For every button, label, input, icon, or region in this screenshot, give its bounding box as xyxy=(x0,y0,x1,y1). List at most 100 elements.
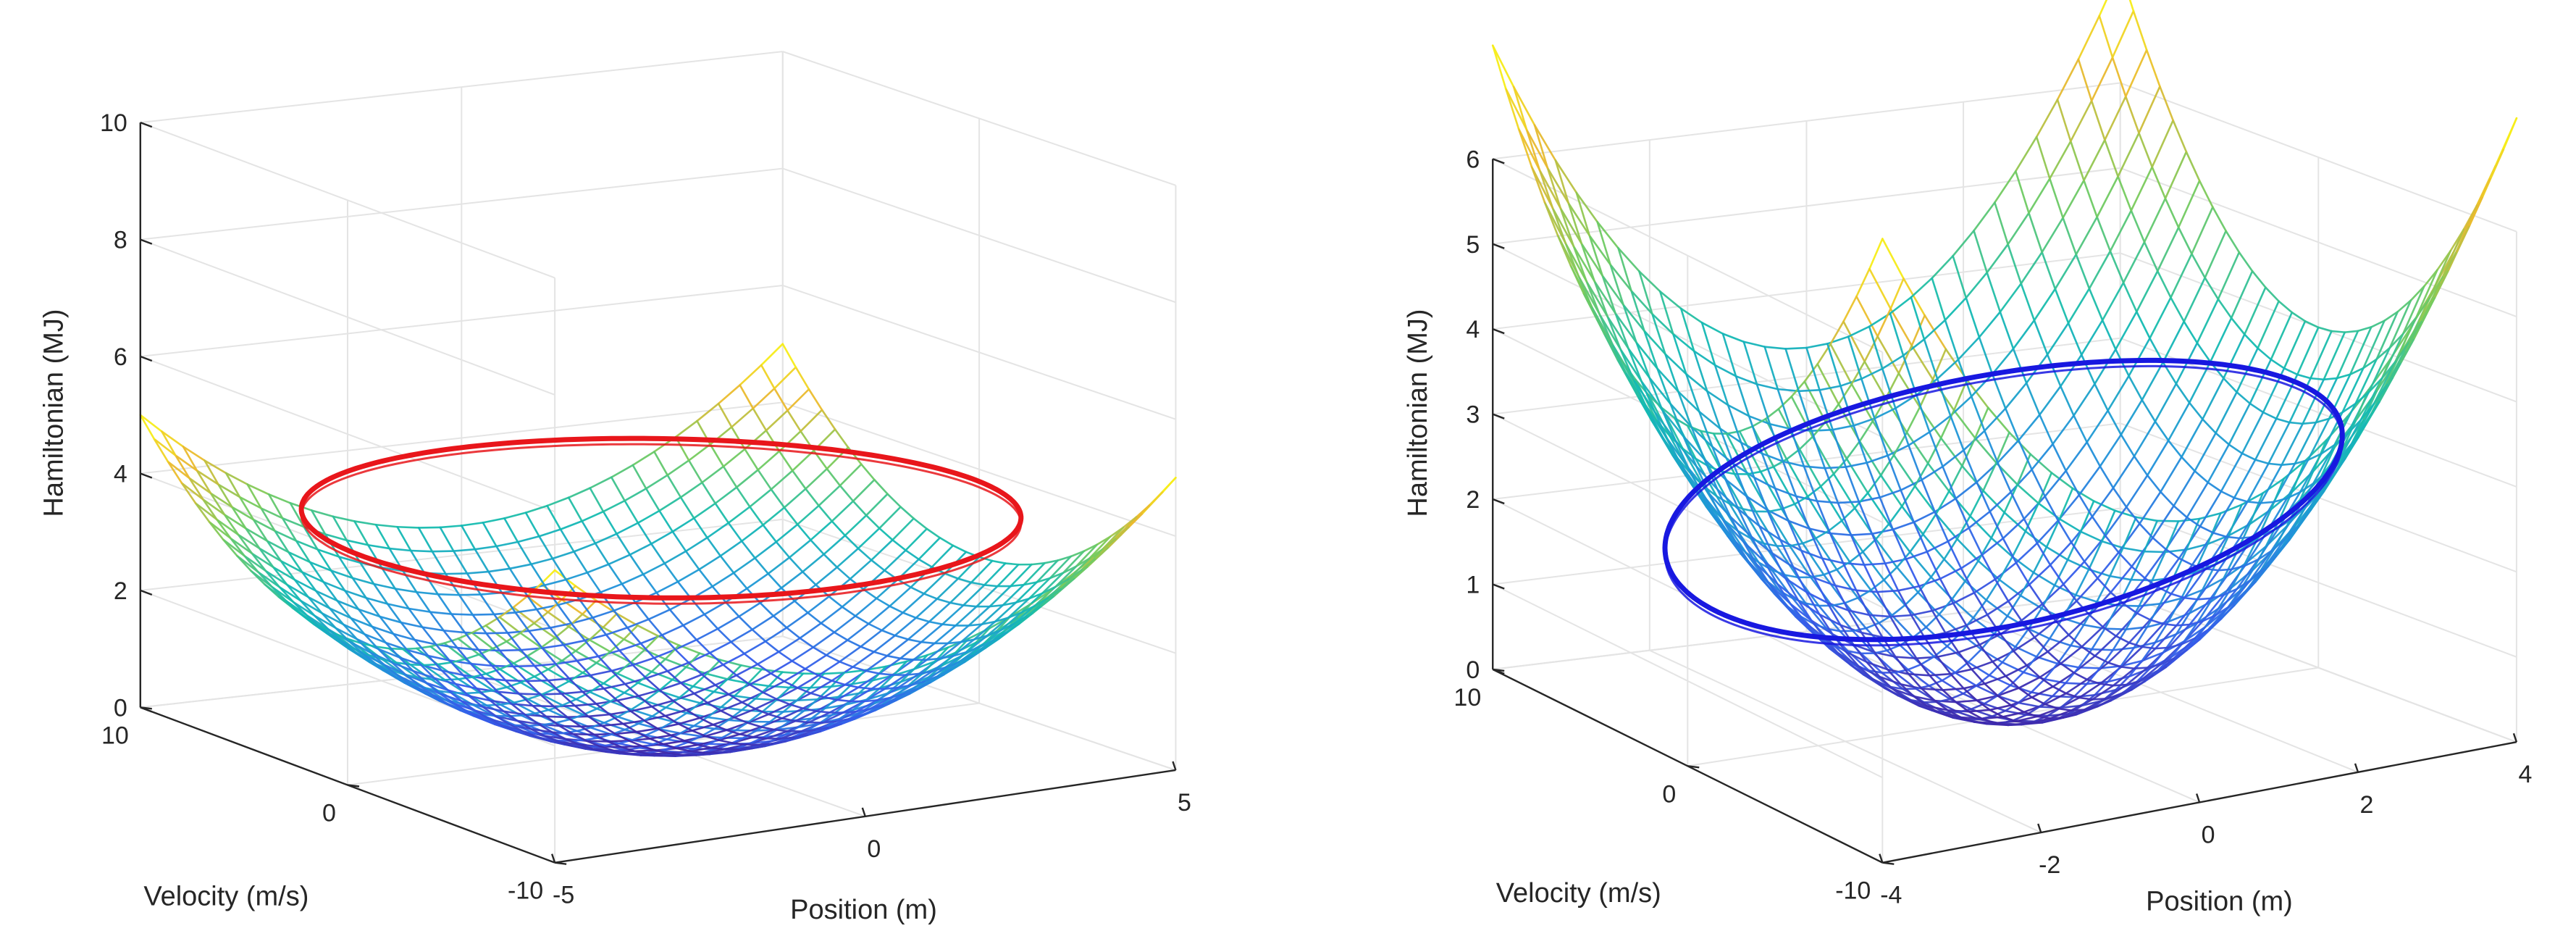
mesh-line-velocity xyxy=(1656,367,1671,405)
mesh-line-velocity xyxy=(505,681,522,688)
mesh-line-position xyxy=(1948,490,1971,517)
mesh-line-position xyxy=(1798,448,1822,488)
mesh-line-velocity xyxy=(2031,468,2047,498)
wall-gridline xyxy=(782,401,1176,538)
mesh-line-velocity xyxy=(578,743,594,750)
mesh-line-velocity xyxy=(550,740,566,746)
mesh-line-velocity xyxy=(368,661,385,672)
y-tick-mark xyxy=(347,784,360,788)
mesh-line-velocity xyxy=(2172,119,2188,153)
mesh-line-velocity xyxy=(2152,536,2168,551)
mesh-line-position xyxy=(804,654,828,670)
mesh-line-velocity xyxy=(1551,206,1567,245)
mesh-line-position xyxy=(251,552,274,569)
wall-gridline xyxy=(2120,507,2517,658)
mesh-line-velocity xyxy=(1923,636,1939,658)
mesh-line-velocity xyxy=(462,674,478,690)
y-tick-label: 0 xyxy=(322,800,336,827)
mesh-line-position xyxy=(1614,312,1637,344)
mesh-line-velocity xyxy=(2251,270,2267,289)
mesh-line-velocity xyxy=(831,680,847,686)
mesh-line-position xyxy=(2054,253,2078,291)
mesh-line-velocity xyxy=(691,730,707,738)
mesh-line-velocity xyxy=(2078,493,2094,518)
mesh-line-velocity xyxy=(1122,516,1138,529)
mesh-line-position xyxy=(503,710,526,716)
z-tick-label: 0 xyxy=(114,694,127,722)
mesh-line-velocity xyxy=(1713,514,1729,537)
mesh-line-position xyxy=(260,507,284,519)
mesh-line-velocity xyxy=(1947,540,1963,569)
mesh-line-position xyxy=(831,500,855,522)
mesh-line-position xyxy=(516,719,540,725)
mesh-line-velocity xyxy=(865,514,881,530)
mesh-line-position xyxy=(442,629,466,634)
mesh-line-velocity xyxy=(2275,538,2291,557)
mesh-line-velocity xyxy=(2173,504,2189,519)
mesh-line-velocity xyxy=(489,699,505,713)
mesh-line-velocity xyxy=(2165,655,2181,669)
mesh-line-velocity xyxy=(365,596,381,618)
mesh-line-position xyxy=(658,496,682,512)
mesh-line-velocity xyxy=(653,656,668,672)
mesh-line-velocity xyxy=(800,729,815,732)
mesh-line-velocity xyxy=(599,745,615,752)
mesh-line-position xyxy=(2388,299,2412,349)
mesh-line-velocity xyxy=(431,550,447,575)
mesh-line-velocity xyxy=(1721,518,1737,543)
mesh-line-velocity xyxy=(1879,454,1895,477)
mesh-line-velocity xyxy=(647,753,663,757)
mesh-line-velocity xyxy=(1900,683,1915,698)
mesh-line-velocity xyxy=(2198,180,2214,209)
mesh-line-velocity xyxy=(447,689,463,702)
mesh-line-velocity xyxy=(789,703,805,710)
mesh-line-position xyxy=(1896,566,1919,593)
mesh-line-velocity xyxy=(1964,559,1979,583)
mesh-line-velocity xyxy=(482,522,498,548)
mesh-line-velocity xyxy=(714,502,730,525)
mesh-line-velocity xyxy=(2015,720,2031,725)
mesh-line-velocity xyxy=(2315,417,2330,424)
mesh-line-velocity xyxy=(783,680,799,689)
mesh-line-velocity xyxy=(666,669,682,684)
mesh-line-velocity xyxy=(2018,687,2034,698)
mesh-line-position xyxy=(1876,335,1900,375)
mesh-line-velocity xyxy=(1930,558,1945,578)
mesh-line-velocity xyxy=(722,465,738,488)
mesh-line-position xyxy=(1504,87,1528,131)
mesh-line-position xyxy=(744,429,768,451)
mesh-line-velocity xyxy=(1968,710,1984,720)
mesh-line-position xyxy=(2003,512,2027,533)
mesh-line-velocity xyxy=(306,614,322,629)
mesh-line-velocity xyxy=(762,691,778,701)
z-tick-label: 4 xyxy=(114,460,127,488)
mesh-line-position xyxy=(805,467,828,490)
mesh-line-velocity xyxy=(504,679,521,695)
mesh-line-velocity xyxy=(2341,419,2357,451)
mesh-line-position xyxy=(997,563,1020,588)
mesh-line-velocity xyxy=(572,732,588,742)
mesh-line-position xyxy=(264,569,288,586)
mesh-line-position xyxy=(541,724,565,735)
mesh-line-velocity xyxy=(2146,603,2162,628)
mesh-line-velocity xyxy=(433,677,449,691)
mesh-line-position xyxy=(1949,395,1973,417)
mesh-line-velocity xyxy=(424,693,440,702)
mesh-line-velocity xyxy=(561,650,577,662)
mesh-line-position xyxy=(1788,545,1812,579)
mesh-line-position xyxy=(762,506,786,526)
mesh-line-velocity xyxy=(920,640,936,645)
mesh-line-velocity xyxy=(2383,357,2399,389)
mesh-line-velocity xyxy=(2254,564,2270,583)
mesh-line-velocity xyxy=(499,701,516,706)
mesh-line-position xyxy=(1968,510,1992,530)
mesh-line-velocity xyxy=(2039,676,2055,688)
mesh-line-position xyxy=(1884,397,1908,434)
mesh-line-velocity xyxy=(1766,509,1782,541)
mesh-line-velocity xyxy=(346,638,363,645)
mesh-line-position xyxy=(1959,632,1983,651)
mesh-line-position xyxy=(2041,217,2064,254)
mesh-line-velocity xyxy=(618,649,634,667)
mesh-line-velocity xyxy=(1800,549,1816,579)
mesh-line-velocity xyxy=(2102,625,2118,638)
